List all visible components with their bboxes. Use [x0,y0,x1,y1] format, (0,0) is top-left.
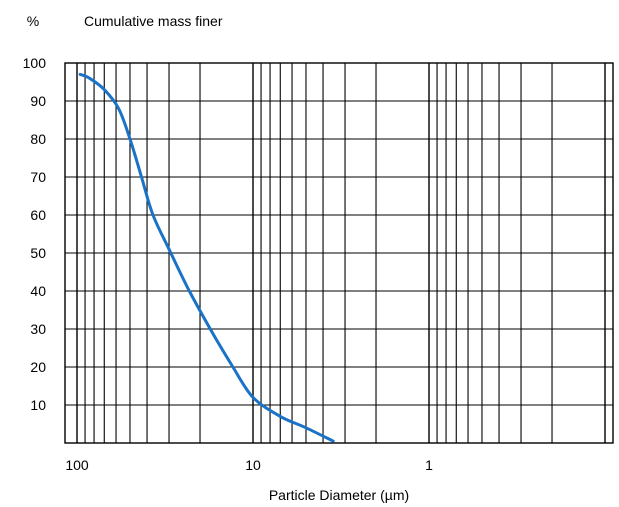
x-tick-label: 10 [245,457,261,473]
x-axis-tick-labels: 100 10 1 [65,457,433,473]
y-tick-label: 50 [30,245,46,261]
y-tick-label: 20 [30,359,46,375]
y-tick-label: 100 [23,55,47,71]
x-axis-title: Particle Diameter (µm) [269,487,409,503]
cumulative-mass-finer-curve [78,72,335,443]
x-tick-label: 100 [65,457,89,473]
y-tick-label: 40 [30,283,46,299]
y-axis-tick-labels: 10 20 30 40 50 60 70 80 90 100 [23,55,47,413]
y-tick-label: 70 [30,169,46,185]
y-tick-label: 10 [30,397,46,413]
y-tick-label: 60 [30,207,46,223]
y-tick-label: 90 [30,93,46,109]
horizontal-gridlines [65,100,613,406]
plot-area-border [64,62,614,444]
y-tick-label: 30 [30,321,46,337]
x-tick-label: 1 [425,457,433,473]
y-axis-unit-label: % [27,13,39,29]
chart-title: Cumulative mass finer [84,13,223,29]
y-tick-label: 80 [30,131,46,147]
